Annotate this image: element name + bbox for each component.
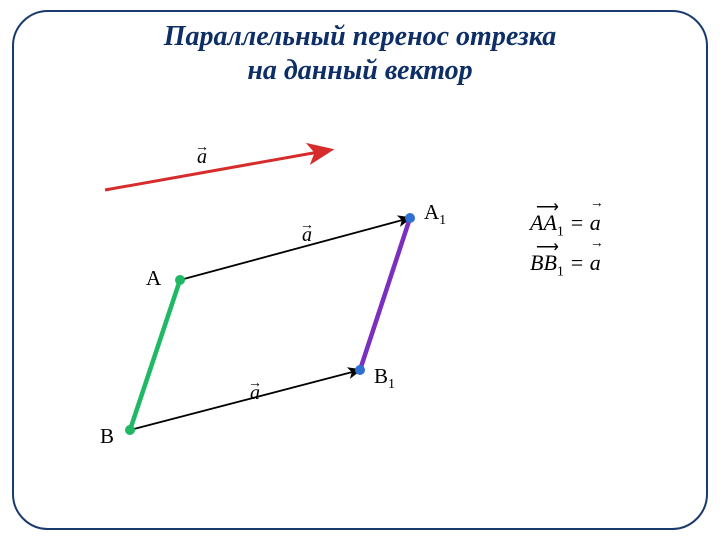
- label-A: А: [146, 266, 161, 291]
- vector-A-to-A1: [180, 218, 410, 280]
- equation-BB1: BB1 = a: [530, 250, 601, 280]
- vector-a-label-1: →a: [300, 222, 314, 241]
- segment-AB: [130, 280, 180, 430]
- point-A1: [405, 213, 415, 223]
- label-B: В: [100, 424, 114, 449]
- point-A: [175, 275, 185, 285]
- vector-a-red: [105, 150, 330, 190]
- vector-a-label-2: →a: [248, 380, 262, 399]
- vector-a-label-0: →a: [195, 144, 209, 163]
- segment-A1B1: [360, 218, 410, 370]
- point-B: [125, 425, 135, 435]
- label-A1: А1: [424, 200, 446, 229]
- point-B1: [355, 365, 365, 375]
- diagram-svg: [0, 0, 720, 540]
- label-B1: В1: [374, 364, 395, 393]
- vector-B-to-B1: [130, 370, 360, 430]
